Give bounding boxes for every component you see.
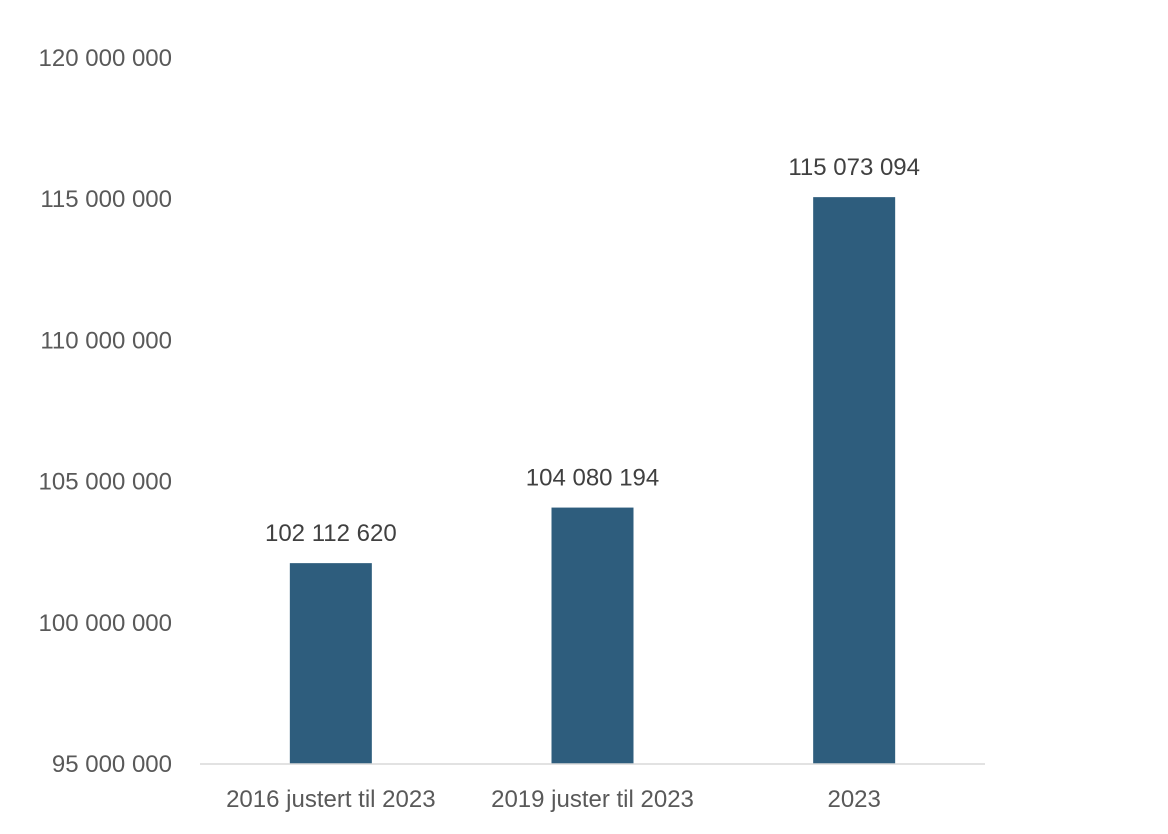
y-tick-label: 110 000 000 (40, 327, 172, 354)
y-tick-label: 115 000 000 (40, 186, 172, 213)
y-tick-label: 120 000 000 (39, 45, 172, 72)
data-labels: 102 112 620 104 080 194 115 073 094 (265, 154, 920, 547)
y-tick-label: 100 000 000 (39, 610, 172, 637)
bar-value-label: 102 112 620 (265, 520, 397, 547)
bar (551, 507, 634, 764)
bar (289, 563, 372, 764)
x-category-label: 2023 (827, 786, 880, 813)
bar (813, 197, 896, 765)
x-axis-category-labels: 2016 justert til 2023 2019 juster til 202… (226, 786, 881, 813)
bar-value-label: 104 080 194 (526, 465, 659, 492)
y-tick-label: 95 000 000 (52, 751, 172, 778)
y-axis-tick-labels: 95 000 000 100 000 000 105 000 000 110 000 … (39, 45, 172, 778)
x-category-label: 2019 juster til 2023 (491, 786, 694, 813)
bar-series (289, 197, 896, 765)
y-tick-label: 105 000 000 (39, 469, 172, 496)
bar-value-label: 115 073 094 (788, 154, 920, 181)
x-category-label: 2016 justert til 2023 (226, 786, 435, 813)
